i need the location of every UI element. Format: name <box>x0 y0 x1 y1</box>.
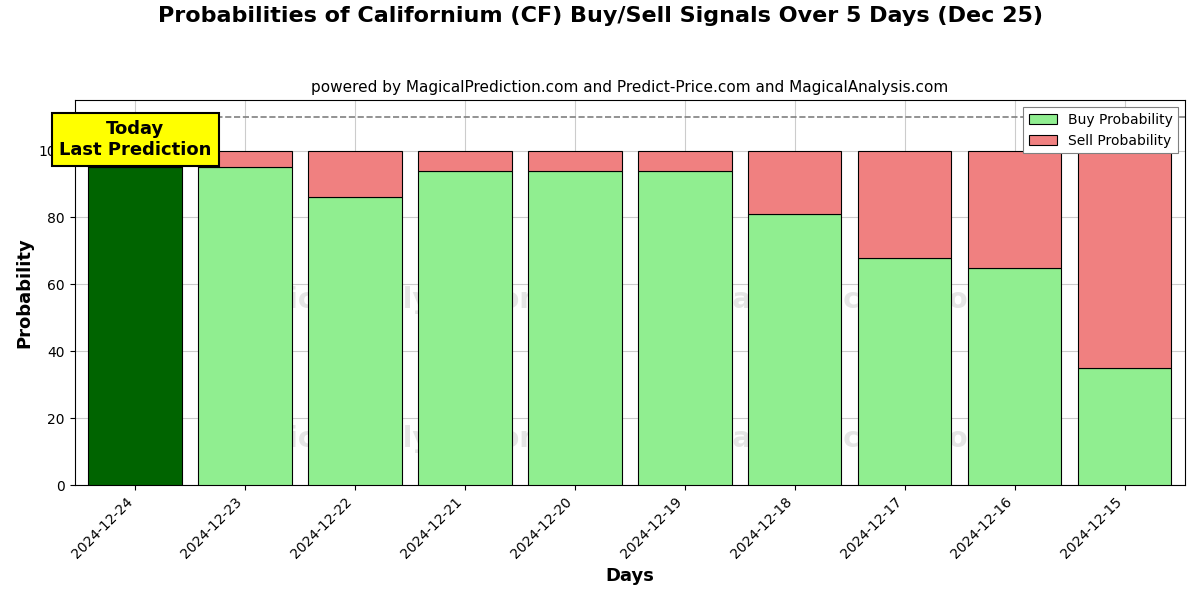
Bar <box>968 151 1061 268</box>
Bar <box>419 151 511 170</box>
Legend: Buy Probability, Sell Probability: Buy Probability, Sell Probability <box>1024 107 1178 154</box>
Bar <box>1078 368 1171 485</box>
Title: powered by MagicalPrediction.com and Predict-Price.com and MagicalAnalysis.com: powered by MagicalPrediction.com and Pre… <box>311 80 948 95</box>
Bar <box>89 151 182 167</box>
Text: Probabilities of Californium (CF) Buy/Sell Signals Over 5 Days (Dec 25): Probabilities of Californium (CF) Buy/Se… <box>157 6 1043 26</box>
X-axis label: Days: Days <box>605 567 654 585</box>
Bar <box>528 170 622 485</box>
Y-axis label: Probability: Probability <box>16 238 34 348</box>
Bar <box>1078 151 1171 368</box>
Bar <box>89 167 182 485</box>
Bar <box>528 151 622 170</box>
Bar <box>638 151 732 170</box>
Bar <box>308 151 402 197</box>
Bar <box>748 214 841 485</box>
Bar <box>419 170 511 485</box>
Text: MagicalPrediction.com: MagicalPrediction.com <box>641 425 997 453</box>
Bar <box>308 197 402 485</box>
Bar <box>748 151 841 214</box>
Bar <box>968 268 1061 485</box>
Text: MagicalAnalysis.com: MagicalAnalysis.com <box>222 286 548 314</box>
Bar <box>858 151 952 257</box>
Text: MagicalAnalysis.com: MagicalAnalysis.com <box>222 425 548 453</box>
Bar <box>638 170 732 485</box>
Text: Today
Last Prediction: Today Last Prediction <box>59 121 211 159</box>
Bar <box>858 257 952 485</box>
Bar <box>198 151 292 167</box>
Bar <box>198 167 292 485</box>
Text: MagicalPrediction.com: MagicalPrediction.com <box>641 286 997 314</box>
